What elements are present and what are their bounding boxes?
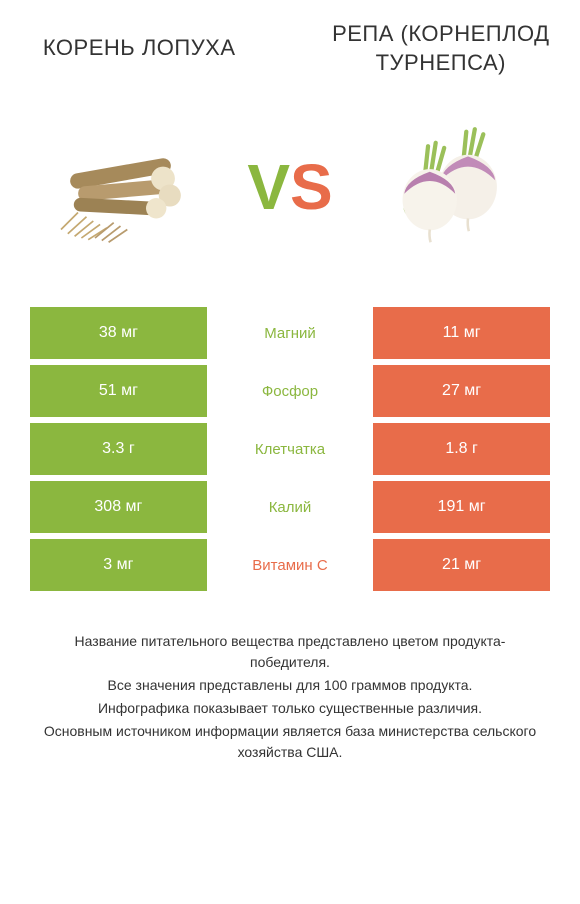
right-value: 1.8 г	[373, 423, 550, 475]
right-value: 27 мг	[373, 365, 550, 417]
right-value: 11 мг	[373, 307, 550, 359]
right-image	[352, 107, 550, 267]
comparison-table: 38 мг Магний 11 мг 51 мг Фосфор 27 мг 3.…	[30, 307, 550, 591]
turnip-icon	[366, 117, 536, 257]
left-value: 38 мг	[30, 307, 207, 359]
table-row: 308 мг Калий 191 мг	[30, 481, 550, 533]
vs-v: V	[247, 151, 290, 223]
nutrient-label: Витамин С	[207, 539, 373, 591]
nutrient-label: Фосфор	[207, 365, 373, 417]
titles-row: КОРЕНЬ ЛОПУХА РЕПА (КОРНЕПЛОД ТУРНЕПСА)	[30, 20, 550, 77]
images-row: VS	[30, 97, 550, 277]
table-row: 3.3 г Клетчатка 1.8 г	[30, 423, 550, 475]
left-value: 308 мг	[30, 481, 207, 533]
left-title: КОРЕНЬ ЛОПУХА	[30, 34, 248, 63]
nutrient-label: Калий	[207, 481, 373, 533]
left-value: 51 мг	[30, 365, 207, 417]
table-row: 3 мг Витамин С 21 мг	[30, 539, 550, 591]
burdock-root-icon	[44, 117, 214, 257]
footer-line: Инфографика показывает только существенн…	[40, 698, 540, 719]
footer-line: Название питательного вещества представл…	[40, 631, 540, 673]
footer-line: Основным источником информации является …	[40, 721, 540, 763]
left-value: 3.3 г	[30, 423, 207, 475]
left-value: 3 мг	[30, 539, 207, 591]
right-title: РЕПА (КОРНЕПЛОД ТУРНЕПСА)	[332, 20, 550, 77]
nutrient-label: Магний	[207, 307, 373, 359]
right-value: 191 мг	[373, 481, 550, 533]
nutrient-label: Клетчатка	[207, 423, 373, 475]
comparison-infographic: КОРЕНЬ ЛОПУХА РЕПА (КОРНЕПЛОД ТУРНЕПСА) …	[0, 0, 580, 785]
footer-line: Все значения представлены для 100 граммо…	[40, 675, 540, 696]
table-row: 51 мг Фосфор 27 мг	[30, 365, 550, 417]
left-image	[30, 107, 228, 267]
footer-notes: Название питательного вещества представл…	[30, 631, 550, 763]
table-row: 38 мг Магний 11 мг	[30, 307, 550, 359]
vs-s: S	[290, 151, 333, 223]
right-value: 21 мг	[373, 539, 550, 591]
vs-label: VS	[247, 150, 332, 224]
